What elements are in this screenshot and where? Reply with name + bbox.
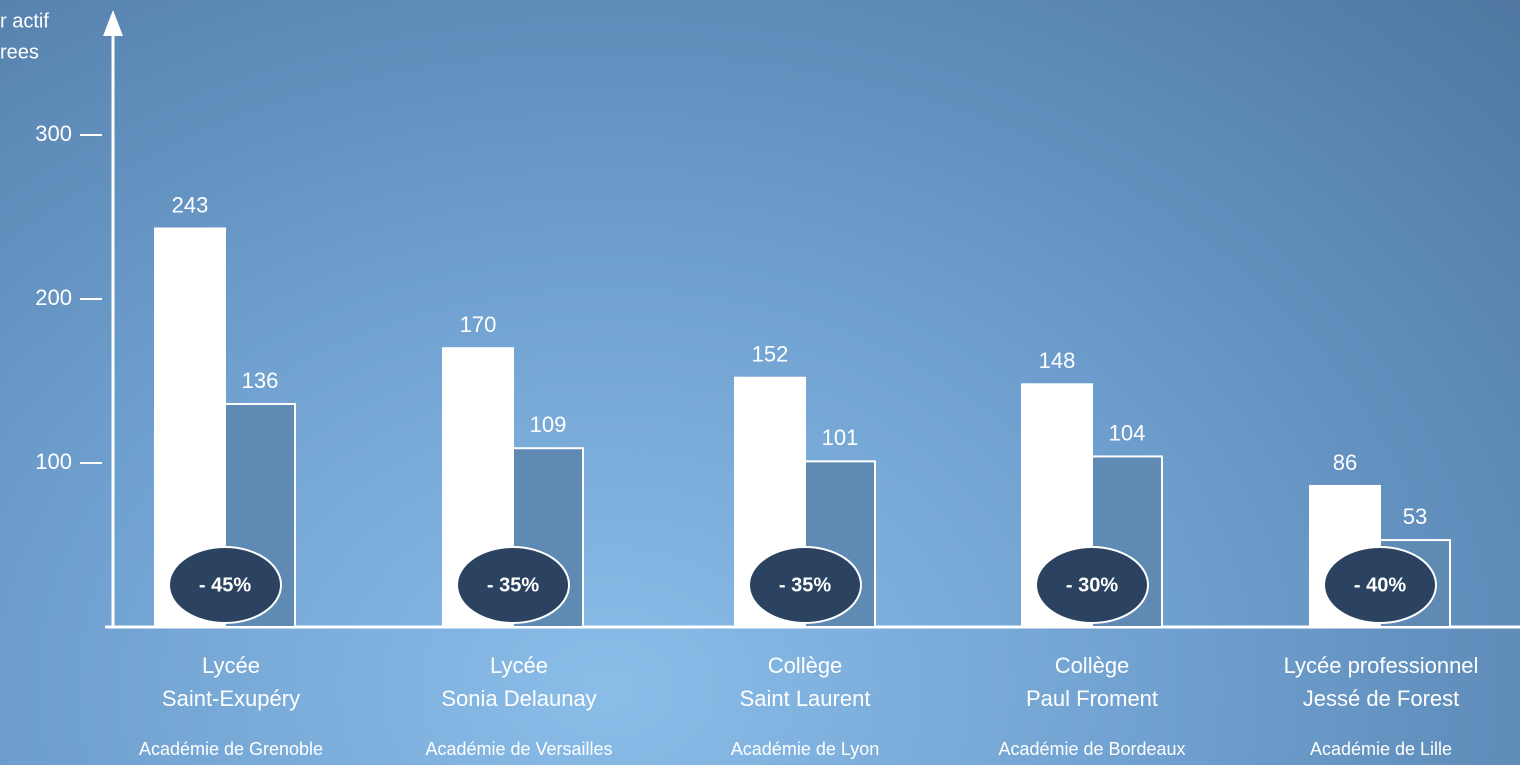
badge (1323, 546, 1437, 624)
value-label: 101 (822, 425, 859, 450)
value-label: 53 (1403, 504, 1427, 529)
y-tick-label: 300 (35, 121, 72, 146)
value-label: 152 (752, 342, 789, 367)
badge (168, 546, 282, 624)
value-label: 136 (242, 368, 279, 393)
x-tick-label: Lycée (490, 653, 548, 678)
y-tick-label: 200 (35, 285, 72, 310)
value-label: 109 (530, 412, 567, 437)
x-tick-label: Lycée professionnel (1284, 653, 1479, 678)
badge-label: - 30% (1066, 574, 1118, 596)
badge (748, 546, 862, 624)
x-tick-label: Collège (768, 653, 843, 678)
academy-label: Académie de Lyon (731, 739, 879, 759)
y-tick-label: 100 (35, 449, 72, 474)
academy-label: Académie de Lille (1310, 739, 1452, 759)
x-tick-label: Saint Laurent (740, 686, 871, 711)
badge (456, 546, 570, 624)
academy-label: Académie de Grenoble (139, 739, 323, 759)
x-tick-label: Collège (1055, 653, 1130, 678)
x-tick-label: Sonia Delaunay (441, 686, 596, 711)
value-label: 170 (460, 312, 497, 337)
academy-label: Académie de Versailles (425, 739, 612, 759)
academy-label: Académie de Bordeaux (998, 739, 1185, 759)
x-tick-label: Saint-Exupéry (162, 686, 300, 711)
value-label: 104 (1109, 420, 1146, 445)
y-axis-label: r actif (0, 10, 49, 32)
value-label: 148 (1039, 348, 1076, 373)
x-tick-label: Jessé de Forest (1303, 686, 1460, 711)
x-tick-label: Paul Froment (1026, 686, 1158, 711)
badge-label: - 40% (1354, 574, 1406, 596)
badge-label: - 45% (199, 574, 251, 596)
badge-label: - 35% (779, 574, 831, 596)
badge (1035, 546, 1149, 624)
x-tick-label: Lycée (202, 653, 260, 678)
y-axis-label: rees (0, 41, 39, 63)
badge-label: - 35% (487, 574, 539, 596)
y-axis-arrow (103, 10, 123, 36)
value-label: 243 (172, 192, 209, 217)
value-label: 86 (1333, 450, 1357, 475)
